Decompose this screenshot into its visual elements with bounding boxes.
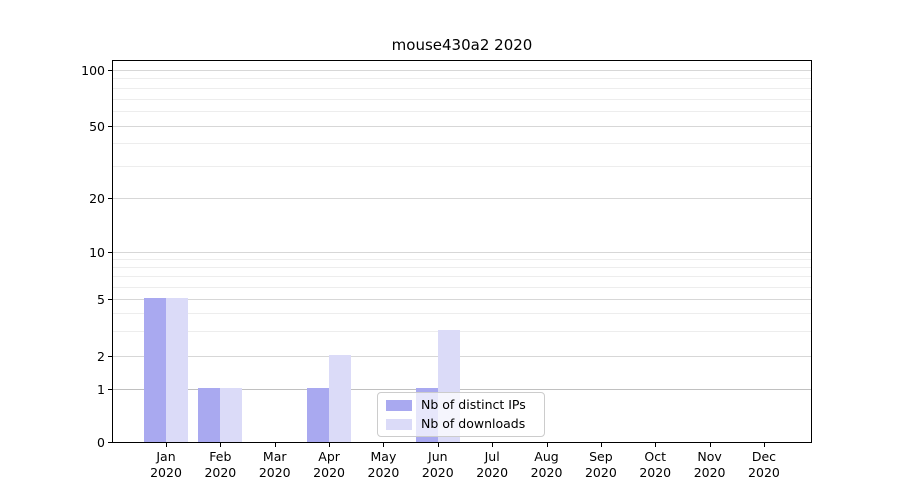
x-axis-year: 2020 <box>476 465 509 480</box>
x-axis-tick-label: Sep 2020 <box>569 449 633 481</box>
x-axis-tick-label: May 2020 <box>351 449 415 481</box>
x-axis-tick <box>274 442 276 447</box>
minor-gridline <box>113 87 811 89</box>
x-axis-year: 2020 <box>584 465 617 480</box>
x-axis-year: 2020 <box>150 465 182 480</box>
bar-distinct-ips <box>144 298 166 442</box>
bar-downloads <box>166 298 188 442</box>
x-axis-year: 2020 <box>639 465 672 480</box>
x-axis-tick <box>220 442 222 447</box>
legend: Nb of distinct IPs Nb of downloads <box>377 392 545 437</box>
major-gridline <box>113 389 811 391</box>
major-gridline <box>113 251 811 253</box>
x-axis-month: Jan <box>156 449 176 464</box>
y-axis-tick-label: 50 <box>89 118 105 134</box>
bar-downloads <box>220 388 243 442</box>
x-axis-year: 2020 <box>530 465 563 480</box>
minor-gridline <box>113 312 811 314</box>
y-axis-tick-label: 20 <box>89 190 105 206</box>
y-axis-tick-label: 10 <box>89 244 105 260</box>
major-gridline <box>113 125 811 127</box>
major-gridline <box>113 69 811 71</box>
x-axis-tick-label: Dec 2020 <box>732 449 796 481</box>
x-axis-tick <box>437 442 439 447</box>
x-axis-month: Aug <box>534 449 559 464</box>
x-axis-year: 2020 <box>313 465 345 480</box>
x-axis-year: 2020 <box>421 465 454 480</box>
x-axis-month: Jun <box>428 449 448 464</box>
x-axis-year: 2020 <box>367 465 400 480</box>
major-gridline <box>113 355 811 357</box>
y-axis-tick <box>108 125 113 127</box>
y-axis-tick <box>108 69 113 71</box>
y-axis-tick-label: 0 <box>97 435 105 450</box>
x-axis-month: Sep <box>589 449 613 464</box>
x-axis-tick-label: Apr 2020 <box>297 449 361 481</box>
x-axis-year: 2020 <box>258 465 291 480</box>
minor-gridline <box>113 111 811 113</box>
x-axis-tick-label: Aug 2020 <box>515 449 579 481</box>
minor-gridline <box>113 166 811 167</box>
major-gridline <box>113 298 811 300</box>
x-axis-month: Jul <box>484 449 500 464</box>
x-axis-tick <box>383 442 385 447</box>
x-axis-tick <box>655 442 657 447</box>
x-axis-tick <box>166 442 167 447</box>
minor-gridline <box>113 259 811 261</box>
x-axis-tick <box>600 442 602 447</box>
x-axis-month: Feb <box>209 449 232 464</box>
x-axis-tick-label: Oct 2020 <box>623 449 687 481</box>
minor-gridline <box>113 330 811 332</box>
x-axis-month: Dec <box>751 449 777 464</box>
x-axis-tick-label: Jul 2020 <box>460 449 524 481</box>
y-axis-tick <box>108 298 113 300</box>
legend-label-distinct-ips: Nb of distinct IPs <box>421 397 526 412</box>
legend-item-distinct-ips: Nb of distinct IPs <box>386 397 536 413</box>
bar-distinct-ips <box>198 388 221 442</box>
x-axis-tick <box>546 442 548 447</box>
x-axis-year: 2020 <box>204 465 237 480</box>
x-axis-month: Mar <box>262 449 287 464</box>
x-axis-tick <box>709 442 711 447</box>
plot-area: 0 1 2 5 10 20 50 100 Jan 2020 Feb 2020 Mar 2020 Apr 202… <box>81 60 812 480</box>
minor-gridline <box>113 267 811 269</box>
y-axis-tick <box>108 251 113 253</box>
bar-downloads <box>329 355 352 442</box>
minor-gridline <box>113 98 811 100</box>
bar-distinct-ips <box>307 388 330 442</box>
legend-item-downloads: Nb of downloads <box>386 416 536 432</box>
x-axis-month: Nov <box>697 449 722 464</box>
x-axis-tick-label: Mar 2020 <box>243 449 307 481</box>
y-axis-tick <box>108 197 113 199</box>
legend-swatch-downloads <box>386 418 412 430</box>
y-axis-tick-label: 1 <box>97 382 105 398</box>
y-axis-tick-label: 100 <box>81 62 105 78</box>
minor-gridline <box>113 143 811 145</box>
x-axis-tick <box>329 442 331 447</box>
x-axis-tick-label: Feb 2020 <box>188 449 252 481</box>
y-axis-tick <box>108 442 113 443</box>
x-axis-tick <box>763 442 765 447</box>
legend-label-downloads: Nb of downloads <box>421 416 526 431</box>
major-gridline <box>113 197 811 199</box>
minor-gridline <box>113 276 811 278</box>
y-axis-tick-label: 5 <box>97 291 105 307</box>
x-axis-tick-label: Jun 2020 <box>406 449 470 481</box>
x-axis-month: May <box>370 449 397 464</box>
minor-gridline <box>113 286 811 288</box>
legend-swatch-distinct-ips <box>386 399 412 411</box>
x-axis-tick-label: Jan 2020 <box>134 449 198 481</box>
chart-title: mouse430a2 2020 <box>391 36 533 54</box>
x-axis-tick-label: Nov 2020 <box>678 449 742 481</box>
x-axis-year: 2020 <box>693 465 726 480</box>
x-axis-year: 2020 <box>748 465 780 480</box>
y-axis-tick <box>108 389 113 391</box>
y-axis-tick-label: 2 <box>97 348 105 364</box>
x-axis-tick <box>492 442 494 447</box>
x-axis-month: Apr <box>318 449 340 464</box>
minor-gridline <box>113 78 811 80</box>
y-axis-tick <box>108 355 113 357</box>
x-axis-month: Oct <box>644 449 667 464</box>
